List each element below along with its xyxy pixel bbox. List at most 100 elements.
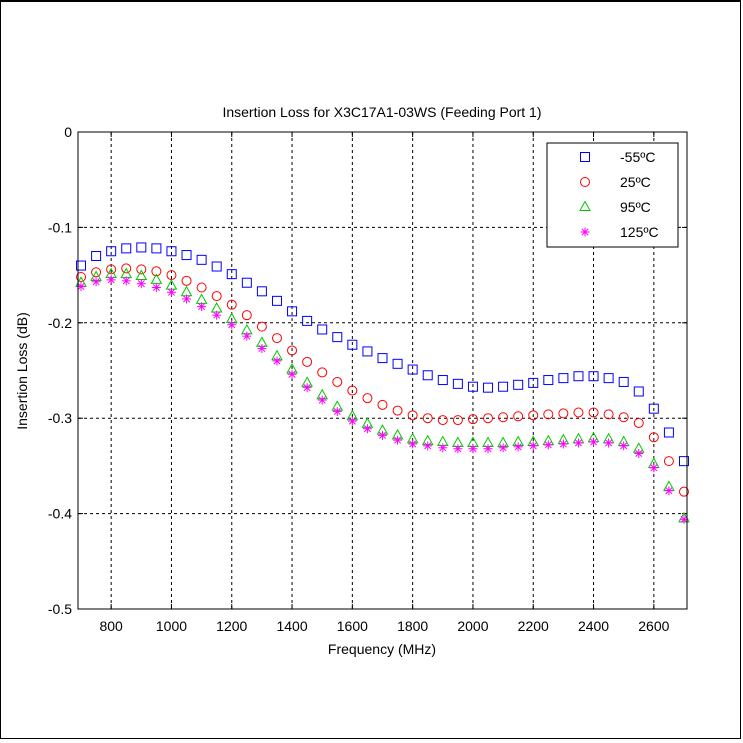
marker-square [196,254,207,265]
data-point [272,356,282,366]
x-axis-label: Frequency (MHz) [328,641,436,657]
data-point [603,409,614,420]
data-point [422,370,433,381]
marker-stroke [258,345,266,353]
marker-triangle [180,285,193,297]
marker-circle [347,385,358,396]
data-point [226,269,237,280]
marker-circle [362,393,373,404]
data-point [663,456,674,467]
marker-circle [76,272,87,283]
marker-stroke [635,449,643,458]
data-point [271,333,282,344]
legend-entry: 125ºC [580,224,659,240]
data-point [619,441,629,451]
data-point [377,353,388,364]
y-tick-label: -0.1 [48,219,72,235]
marker-square [580,152,590,162]
legend: -55ºC 25ºC 95ºC 125ºC [546,142,679,248]
marker-circle [452,415,463,426]
x-tick-label: 1400 [276,618,307,634]
marker-circle [241,310,252,321]
data-point [362,393,373,404]
data-point [649,463,659,473]
marker-square [136,242,147,253]
data-point [377,399,388,410]
marker-circle [678,486,689,497]
marker-square [603,373,614,384]
marker-stroke [198,303,206,311]
legend-entry: -55ºC [580,149,655,165]
data-point [362,424,372,434]
data-point [573,407,584,418]
legend-marker [580,152,590,162]
data-point [633,417,644,428]
series-square [76,242,689,467]
data-point [558,373,569,384]
x-tick-label: 1800 [397,618,428,634]
marker-circle [256,321,267,332]
marker-circle [580,177,590,187]
marker-circle [603,409,614,420]
marker-square [347,339,358,350]
marker-stroke [680,515,688,523]
y-axis-ticks: 0 -0.1 -0.2 -0.3 -0.4 -0.5 [48,124,687,617]
data-point [195,293,208,304]
marker-square [377,353,388,364]
data-point [467,414,478,425]
data-point [468,444,478,454]
marker-stroke [424,442,432,450]
marker-circle [543,409,554,420]
marker-triangle [195,293,208,304]
marker-square [422,370,433,381]
data-point [196,282,207,293]
data-point [151,283,161,293]
marker-square [317,324,328,335]
marker-square [588,371,599,382]
marker-circle [648,432,659,443]
data-point [347,339,358,350]
marker-stroke [484,445,492,453]
data-point [543,409,554,420]
marker-stroke [409,440,417,448]
data-point [106,264,117,275]
marker-stroke [228,321,236,329]
marker-stroke [273,357,281,365]
marker-stroke [77,283,85,291]
marker-square [302,315,313,326]
marker-stroke [363,425,371,433]
marker-circle [483,413,494,424]
legend-label: 125ºC [620,224,659,240]
marker-square [211,261,222,272]
marker-circle [407,410,418,421]
marker-triangle [210,301,223,313]
marker-stroke [529,442,537,450]
marker-stroke [243,332,251,340]
data-point [151,266,162,277]
legend-marker [580,227,590,237]
marker-stroke [378,431,387,439]
data-point [332,376,343,387]
marker-square [558,373,569,384]
data-series [75,242,690,524]
marker-square [678,456,689,467]
data-point [528,441,538,451]
marker-circle [211,291,222,302]
data-point [422,413,433,424]
x-tick-label: 800 [99,618,123,634]
data-point [271,295,282,306]
y-tick-label: -0.2 [48,315,72,331]
marker-square [437,375,448,386]
data-point [106,275,116,285]
marker-stroke [469,445,477,453]
data-point [573,371,584,382]
marker-circle [302,356,313,367]
data-point [452,378,463,389]
series-triangle [75,267,690,523]
data-point [453,444,463,454]
data-point [197,302,207,312]
legend-label: -55ºC [620,149,655,165]
data-point [287,369,297,379]
marker-circle [422,413,433,424]
data-point [317,324,328,335]
